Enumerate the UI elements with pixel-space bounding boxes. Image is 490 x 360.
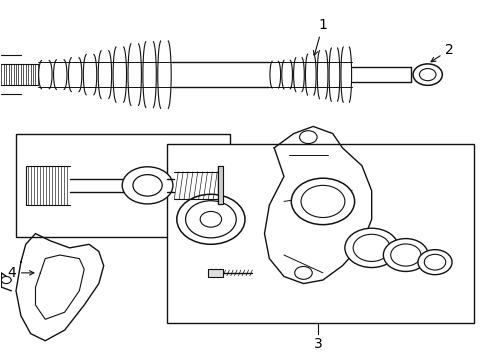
Circle shape xyxy=(413,64,442,85)
Circle shape xyxy=(391,244,421,266)
Text: 2: 2 xyxy=(431,42,454,62)
Circle shape xyxy=(1,276,11,284)
Text: 3: 3 xyxy=(314,337,322,351)
Circle shape xyxy=(424,254,446,270)
Circle shape xyxy=(291,178,355,225)
Circle shape xyxy=(299,131,317,144)
Circle shape xyxy=(122,167,173,204)
Circle shape xyxy=(133,175,162,196)
Circle shape xyxy=(345,228,398,267)
Circle shape xyxy=(353,234,390,261)
Circle shape xyxy=(186,201,236,238)
Bar xyxy=(167,144,474,323)
Text: 4: 4 xyxy=(7,266,34,280)
Circle shape xyxy=(294,266,312,279)
Bar xyxy=(16,134,230,237)
Text: 1: 1 xyxy=(314,18,327,55)
Circle shape xyxy=(419,68,436,81)
Circle shape xyxy=(383,239,428,271)
Circle shape xyxy=(418,249,452,275)
Bar xyxy=(208,269,223,277)
Circle shape xyxy=(301,185,345,217)
Circle shape xyxy=(177,194,245,244)
Bar xyxy=(218,166,223,204)
Circle shape xyxy=(200,211,221,227)
